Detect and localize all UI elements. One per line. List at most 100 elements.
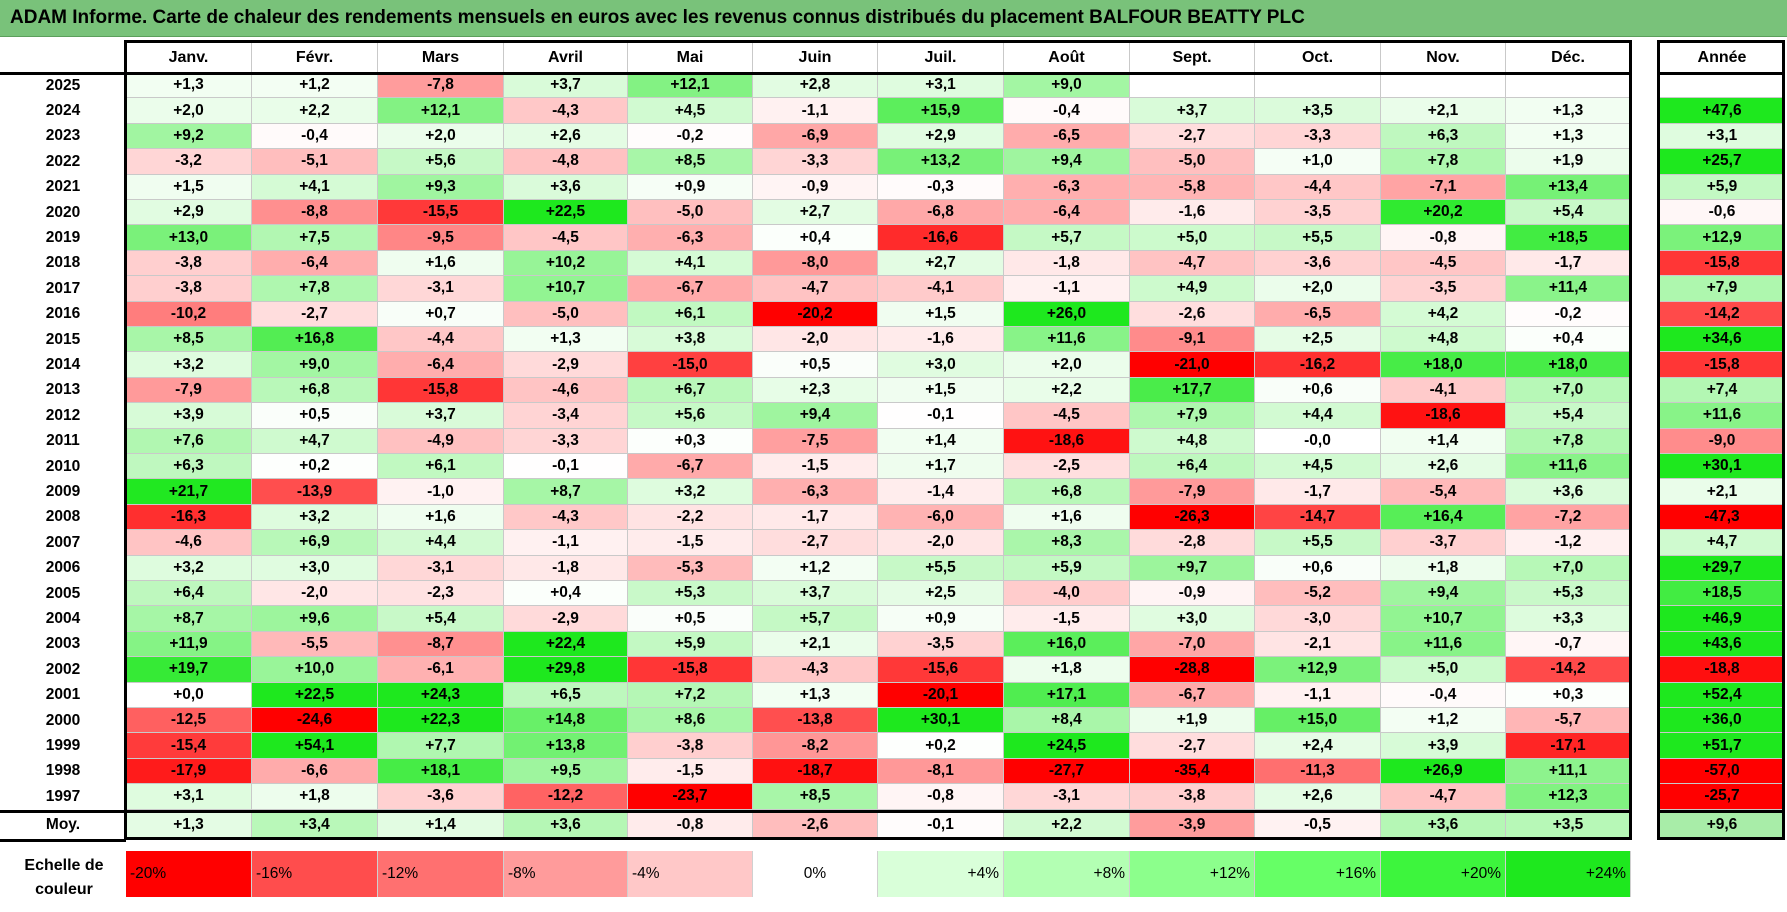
heatmap-cell: +8,5 — [628, 149, 753, 175]
heatmap-cell: +3,6 — [1506, 479, 1631, 505]
row-year-label: 2017 — [0, 276, 126, 302]
heatmap-cell: +2,4 — [1255, 733, 1381, 759]
average-cell: -2,6 — [753, 811, 878, 839]
color-scale-cell: -4% — [628, 851, 753, 897]
heatmap-cell: -13,9 — [252, 479, 378, 505]
heatmap-cell: +1,5 — [878, 301, 1004, 327]
heatmap-cell: +9,7 — [1130, 555, 1255, 581]
heatmap-cell: +2,3 — [753, 377, 878, 404]
heatmap-cell: +0,2 — [878, 733, 1004, 759]
heatmap-cell: +3,8 — [628, 327, 753, 353]
heatmap-cell: +4,4 — [1255, 403, 1381, 429]
heatmap-cell: -16,6 — [878, 225, 1004, 251]
heatmap-cell: +12,1 — [378, 98, 504, 124]
heatmap-cell: +2,1 — [753, 631, 878, 658]
row-year-label: 2016 — [0, 301, 126, 327]
heatmap-cell: +9,6 — [252, 606, 378, 632]
heatmap-cell: +9,0 — [252, 352, 378, 378]
heatmap-cell: -4,0 — [1004, 581, 1130, 607]
heatmap-cell: -0,7 — [1506, 631, 1631, 658]
heatmap-cell: -8,2 — [753, 733, 878, 759]
annual-cell: +51,7 — [1659, 733, 1785, 759]
heatmap-cell: -0,0 — [1255, 428, 1381, 454]
heatmap-cell: +1,9 — [1506, 149, 1631, 175]
heatmap-cell: +0,6 — [1255, 555, 1381, 581]
heatmap-cell: +3,2 — [252, 504, 378, 531]
column-header: Août — [1004, 42, 1130, 73]
heatmap-cell: +4,1 — [252, 174, 378, 200]
heatmap-cell: +10,0 — [252, 657, 378, 683]
annual-cell: +7,4 — [1659, 377, 1785, 404]
heatmap-cell: +3,2 — [628, 479, 753, 505]
heatmap-cell: +7,5 — [252, 225, 378, 251]
color-scale-cell: -16% — [252, 851, 378, 897]
heatmap-cell: -6,7 — [1130, 682, 1255, 708]
heatmap-cell: -6,3 — [1004, 174, 1130, 200]
heatmap-cell: +11,6 — [1506, 454, 1631, 480]
heatmap-cell: +3,5 — [1255, 98, 1381, 124]
heatmap-cell: -8,1 — [878, 758, 1004, 785]
heatmap-cell: -2,6 — [1130, 301, 1255, 327]
heatmap-cell: -3,1 — [378, 276, 504, 302]
heatmap-cell: +11,9 — [126, 631, 252, 658]
average-cell: +2,2 — [1004, 811, 1130, 839]
average-bottom-line — [0, 838, 126, 842]
heatmap-cell: -6,3 — [628, 225, 753, 251]
heatmap-cell: +2,6 — [1381, 454, 1506, 480]
row-year-label: 2014 — [0, 352, 126, 378]
heatmap-cell: -0,1 — [878, 403, 1004, 429]
row-year-label: 2005 — [0, 581, 126, 607]
heatmap-cell: +8,7 — [504, 479, 628, 505]
heatmap-cell: +9,0 — [1004, 73, 1130, 99]
color-scale-cell: -12% — [378, 851, 504, 897]
heatmap-cell: -2,7 — [1130, 733, 1255, 759]
heatmap-cell: +2,0 — [126, 98, 252, 124]
heatmap-cell: +3,9 — [1381, 733, 1506, 759]
heatmap-cell: -3,8 — [126, 276, 252, 302]
heatmap-cell: +5,3 — [1506, 581, 1631, 607]
column-header: Mars — [378, 42, 504, 73]
heatmap-cell: -8,0 — [753, 250, 878, 277]
heatmap-cell: +30,1 — [878, 708, 1004, 734]
heatmap-cell: +5,9 — [628, 631, 753, 658]
row-year-label: 2024 — [0, 98, 126, 124]
heatmap-cell: +5,3 — [628, 581, 753, 607]
heatmap-cell: -4,3 — [504, 98, 628, 124]
heatmap-cell: +16,0 — [1004, 631, 1130, 658]
heatmap-cell: +7,8 — [252, 276, 378, 302]
heatmap-cell: +11,6 — [1004, 327, 1130, 353]
color-scale-cell: +20% — [1381, 851, 1506, 897]
heatmap-cell: +1,3 — [126, 73, 252, 99]
row-year-label: 2000 — [0, 708, 126, 734]
heatmap-cell: +7,9 — [1130, 403, 1255, 429]
heatmap-cell: +20,2 — [1381, 200, 1506, 226]
heatmap-cell: -7,2 — [1506, 504, 1631, 531]
heatmap-cell: -1,1 — [753, 98, 878, 124]
heatmap-cell: +7,0 — [1506, 555, 1631, 581]
heatmap-cell: -5,4 — [1381, 479, 1506, 505]
heatmap-cell: +6,1 — [378, 454, 504, 480]
heatmap-cell: -6,5 — [1004, 123, 1130, 150]
heatmap-cell: -15,8 — [378, 377, 504, 404]
heatmap-cell: +18,5 — [1506, 225, 1631, 251]
heatmap-cell: +2,0 — [378, 123, 504, 150]
heatmap-cell: +8,5 — [126, 327, 252, 353]
heatmap-cell: +5,7 — [1004, 225, 1130, 251]
heatmap-cell: +1,6 — [378, 250, 504, 277]
column-header: Févr. — [252, 42, 378, 73]
heatmap-cell: -5,1 — [252, 149, 378, 175]
heatmap-cell: +9,4 — [1004, 149, 1130, 175]
row-year-label: 2006 — [0, 555, 126, 581]
heatmap-cell: -5,7 — [1506, 708, 1631, 734]
heatmap-cell: -6,5 — [1255, 301, 1381, 327]
heatmap-cell: +0,5 — [628, 606, 753, 632]
heatmap-cell: -8,8 — [252, 200, 378, 226]
column-header: Oct. — [1255, 42, 1381, 73]
heatmap-cell: -2,0 — [753, 327, 878, 353]
heatmap-cell: -1,7 — [753, 504, 878, 531]
annual-cell: +34,6 — [1659, 327, 1785, 353]
heatmap-cell: -4,1 — [878, 276, 1004, 302]
heatmap-cell: -2,7 — [252, 301, 378, 327]
annual-cell: -9,0 — [1659, 428, 1785, 454]
heatmap-cell: +4,1 — [628, 250, 753, 277]
